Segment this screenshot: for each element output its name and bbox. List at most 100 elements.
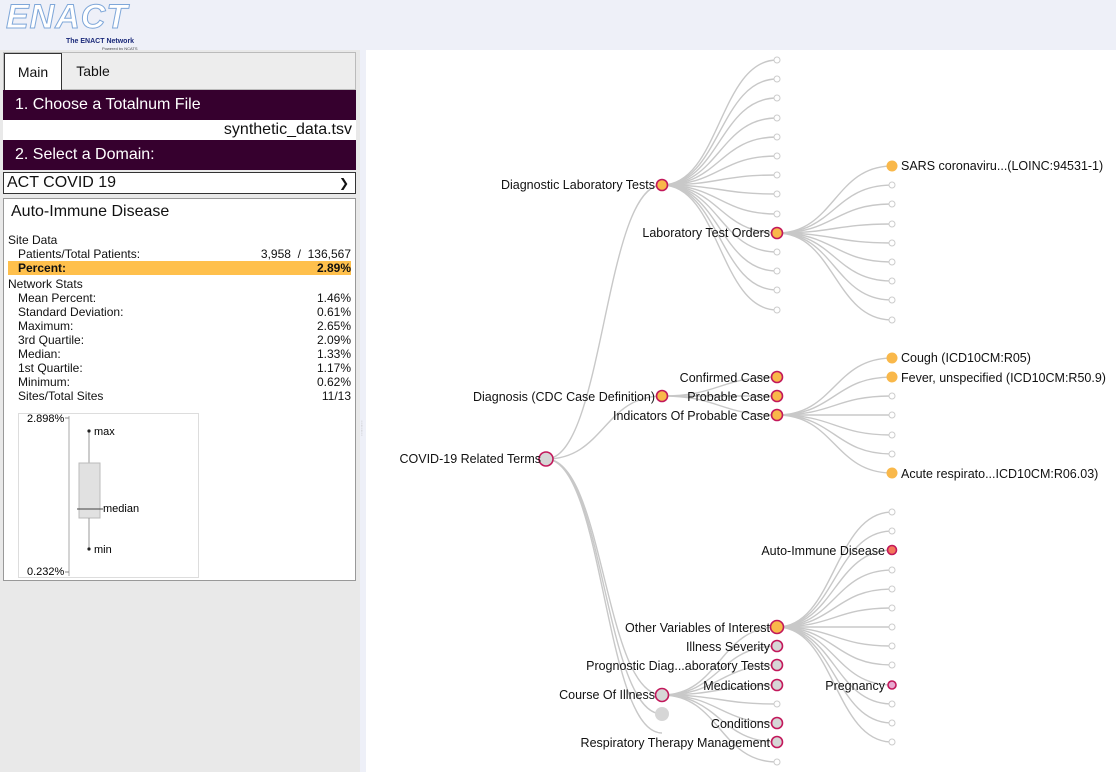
tree-leaf-node[interactable] — [888, 431, 896, 439]
tree-leaf-node[interactable] — [888, 277, 896, 285]
tree-leaf-node[interactable] — [773, 210, 781, 218]
logo-powered-by: Powered by NCATS — [102, 46, 138, 51]
tree-leaf-node[interactable] — [773, 171, 781, 179]
tree-link — [776, 357, 893, 416]
tree-node[interactable] — [886, 352, 898, 364]
tree-leaf-node[interactable] — [773, 267, 781, 275]
tab-main[interactable]: Main — [4, 53, 62, 90]
tree-leaf-node[interactable] — [773, 94, 781, 102]
node-label[interactable]: Auto-Immune Disease — [761, 544, 885, 558]
node-label[interactable]: Other Variables of Interest — [625, 621, 771, 635]
tree-leaf-node[interactable] — [773, 56, 781, 64]
node-label[interactable]: Probable Case — [687, 390, 770, 404]
tree-leaf-node[interactable] — [888, 392, 896, 400]
enact-logo[interactable]: ENACT The ENACT Network Powered by NCATS — [4, 0, 144, 51]
stat-label: Maximum: — [18, 319, 74, 333]
domain-select[interactable]: ACT COVID 19 ❯ — [3, 172, 356, 194]
tree-leaf-node[interactable] — [773, 114, 781, 122]
tree-leaf-node[interactable] — [888, 566, 896, 574]
tree-leaf-node[interactable] — [888, 316, 896, 324]
tree-link — [776, 203, 893, 234]
node-label[interactable]: Confirmed Case — [680, 371, 770, 385]
tree-leaf-node[interactable] — [888, 239, 896, 247]
tree-node[interactable] — [887, 680, 897, 690]
tree-node[interactable] — [770, 678, 784, 692]
node-label[interactable]: Laboratory Test Orders — [642, 226, 770, 240]
tree-leaf-node[interactable] — [773, 758, 781, 766]
stat-label: Median: — [18, 347, 61, 361]
node-label[interactable]: Cough (ICD10CM:R05) — [901, 351, 1031, 365]
tree-leaf-node[interactable] — [888, 585, 896, 593]
tree-leaf-node[interactable] — [888, 450, 896, 458]
tree-leaf-node[interactable] — [888, 220, 896, 228]
node-label[interactable]: Prognostic Diag...aboratory Tests — [586, 659, 770, 673]
node-label[interactable]: Conditions — [711, 717, 770, 731]
tree-node-selected[interactable] — [886, 544, 898, 556]
tree-leaf-node[interactable] — [888, 258, 896, 266]
tree-leaf-node[interactable] — [773, 248, 781, 256]
tree-node-root[interactable] — [538, 451, 554, 467]
tree-node[interactable] — [886, 160, 898, 172]
panel-resize-handle[interactable]: ⋮ ⋮ ⋮ — [359, 421, 365, 437]
tree-node[interactable] — [655, 178, 669, 192]
stat-label: Sites/Total Sites — [18, 389, 104, 403]
stat-row: Maximum: 2.65% — [8, 319, 351, 333]
tree-node[interactable] — [655, 389, 669, 403]
tree-leaf-node[interactable] — [888, 623, 896, 631]
tree-node[interactable] — [886, 371, 898, 383]
node-label[interactable]: Indicators Of Probable Case — [613, 409, 770, 423]
tree-node[interactable] — [770, 716, 784, 730]
tree-node[interactable] — [770, 226, 784, 240]
tree-node[interactable] — [770, 735, 784, 749]
node-label[interactable]: Acute respirato...ICD10CM:R06.03) — [901, 467, 1098, 481]
tree-leaf-node[interactable] — [773, 700, 781, 708]
tree-leaf-node[interactable] — [888, 508, 896, 516]
node-label[interactable]: Course Of Illness — [559, 688, 655, 702]
tree-leaf-node[interactable] — [888, 296, 896, 304]
node-label[interactable]: Pregnancy — [825, 679, 886, 693]
percent-row: Percent: 2.89% — [8, 261, 351, 275]
tree-leaf-node[interactable] — [888, 604, 896, 612]
tree-leaf-node[interactable] — [888, 738, 896, 746]
stat-value: 0.62% — [316, 375, 351, 389]
tree-leaf-node[interactable] — [773, 152, 781, 160]
tree-leaf-node[interactable] — [888, 200, 896, 208]
node-label[interactable]: Diagnostic Laboratory Tests — [501, 178, 655, 192]
tab-table[interactable]: Table — [76, 63, 110, 79]
tree-node[interactable] — [886, 467, 898, 479]
node-label[interactable]: Diagnosis (CDC Case Definition) — [473, 390, 655, 404]
tree-leaf-node[interactable] — [888, 642, 896, 650]
file-name[interactable]: synthetic_data.tsv — [3, 120, 356, 140]
node-label[interactable]: Illness Severity — [686, 640, 771, 654]
node-label[interactable]: Respiratory Therapy Management — [581, 736, 771, 750]
tree-node[interactable] — [770, 658, 784, 672]
tree-leaf-node[interactable] — [773, 133, 781, 141]
stat-label: Standard Deviation: — [18, 305, 124, 319]
tree-leaf-node[interactable] — [773, 286, 781, 294]
tree-link — [661, 376, 778, 397]
tree-leaf-node[interactable] — [888, 661, 896, 669]
tree-node[interactable] — [770, 389, 784, 403]
axis-bottom-label: 0.232% — [27, 566, 65, 578]
tree-leaf-node[interactable] — [773, 190, 781, 198]
tree-node[interactable] — [769, 619, 785, 635]
tree-leaf-node[interactable] — [888, 411, 896, 419]
tree-leaf-node[interactable] — [888, 181, 896, 189]
tree-node[interactable] — [770, 370, 784, 384]
tree-leaf-node[interactable] — [773, 75, 781, 83]
node-label[interactable]: Medications — [703, 679, 770, 693]
tree-node-collapsed[interactable] — [655, 707, 669, 721]
tree-node[interactable] — [654, 687, 670, 703]
tree-node[interactable] — [770, 408, 784, 422]
tree-leaf-node[interactable] — [773, 306, 781, 314]
app-header: ENACT The ENACT Network Powered by NCATS — [0, 0, 1116, 51]
tree-link — [776, 530, 893, 628]
tree-node[interactable] — [770, 639, 784, 653]
node-label[interactable]: SARS coronaviru...(LOINC:94531-1) — [901, 159, 1103, 173]
node-label[interactable]: COVID-19 Related Terms — [400, 452, 542, 466]
node-label[interactable]: Fever, unspecified (ICD10CM:R50.9) — [901, 371, 1106, 385]
tree-leaf-node[interactable] — [888, 527, 896, 535]
tree-leaf-node[interactable] — [888, 719, 896, 727]
tree-leaf-node[interactable] — [888, 700, 896, 708]
percent-boxplot: 2.898% 0.232% max median min — [18, 413, 199, 578]
